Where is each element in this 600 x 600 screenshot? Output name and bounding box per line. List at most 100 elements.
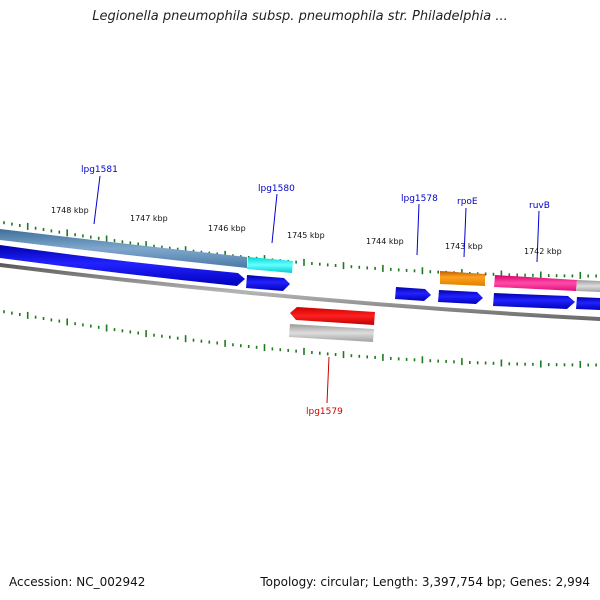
minor-tick — [153, 244, 155, 248]
minor-tick — [334, 353, 337, 356]
scale-label-1743: 1743 kbp — [445, 242, 483, 251]
major-tick — [105, 324, 108, 332]
minor-tick — [524, 362, 526, 366]
cds-lpg1579-arrow[interactable] — [290, 307, 375, 325]
scale-label-1747: 1747 kbp — [130, 214, 168, 223]
minor-tick — [508, 273, 511, 277]
minor-tick — [563, 363, 566, 367]
minor-tick — [397, 357, 400, 361]
major-tick — [500, 270, 503, 278]
minor-tick — [137, 242, 139, 246]
minor-tick — [121, 329, 124, 333]
minor-tick — [311, 351, 313, 354]
minor-tick — [216, 341, 218, 345]
minor-tick — [413, 269, 416, 273]
map-title: Legionella pneumophila subsp. pneumophil… — [92, 9, 508, 24]
minor-tick — [121, 240, 124, 244]
minor-tick — [516, 362, 518, 366]
major-tick — [540, 271, 542, 279]
leader-lpg1578 — [416, 203, 420, 256]
gene-ruvB-bar[interactable] — [494, 275, 577, 291]
gene-label-lpg1578[interactable]: lpg1578 — [401, 194, 438, 204]
scale-label-1744: 1744 kbp — [366, 237, 404, 246]
major-tick — [461, 358, 463, 366]
minor-tick — [161, 245, 163, 249]
scale-label-1748: 1748 kbp — [51, 206, 89, 215]
minor-tick — [311, 262, 313, 265]
minor-tick — [429, 270, 432, 274]
major-tick — [579, 271, 582, 279]
minor-tick — [176, 336, 179, 340]
leader-lpg1580 — [271, 193, 278, 244]
minor-tick — [484, 272, 487, 276]
gene-lpg1579-bar[interactable] — [289, 324, 374, 342]
minor-tick — [42, 228, 45, 231]
gene-label-ruvB[interactable]: ruvB — [529, 201, 550, 211]
scale-label-1745: 1745 kbp — [287, 231, 325, 240]
cds-lpg1581-arrow[interactable] — [0, 245, 245, 286]
minor-tick — [508, 362, 511, 366]
minor-tick — [58, 319, 61, 323]
major-tick — [342, 262, 345, 270]
minor-tick — [34, 226, 37, 230]
minor-tick — [19, 224, 21, 227]
minor-tick — [113, 328, 116, 332]
minor-tick — [484, 361, 487, 365]
major-tick — [579, 360, 582, 368]
gene-rpoE-bar[interactable] — [440, 271, 485, 286]
minor-tick — [42, 317, 45, 320]
cds-lpg1580-arrow[interactable] — [246, 275, 290, 291]
minor-tick — [50, 229, 53, 233]
gene-label-rpoE[interactable]: rpoE — [457, 197, 478, 207]
gene-adjacent-gray-bar — [576, 280, 600, 292]
major-tick — [382, 353, 384, 361]
minor-tick — [358, 265, 361, 269]
major-tick — [224, 250, 226, 258]
minor-tick — [390, 267, 392, 271]
minor-tick — [287, 348, 289, 352]
scale-label-1746: 1746 kbp — [208, 224, 246, 233]
minor-tick — [137, 331, 139, 335]
minor-tick — [11, 311, 13, 315]
major-tick — [145, 241, 147, 249]
cds-adjacent-arrow[interactable] — [576, 297, 600, 310]
gene-lpg1581-bar[interactable] — [0, 229, 247, 268]
minor-tick — [255, 345, 258, 349]
cds-rpoE-arrow[interactable] — [438, 290, 483, 304]
major-tick — [26, 311, 29, 319]
genome-backbone — [0, 263, 600, 321]
inner-scale-track — [3, 310, 597, 368]
minor-tick — [271, 347, 274, 351]
minor-tick — [326, 352, 329, 356]
major-tick — [342, 351, 345, 359]
minor-tick — [82, 323, 84, 327]
minor-tick — [74, 322, 76, 326]
minor-tick — [555, 363, 558, 367]
minor-tick — [97, 236, 100, 240]
gene-label-lpg1579[interactable]: lpg1579 — [306, 407, 343, 417]
gene-label-lpg1581[interactable]: lpg1581 — [81, 165, 118, 175]
minor-tick — [492, 272, 495, 276]
cds-lpg1578-arrow[interactable] — [395, 287, 431, 301]
minor-tick — [437, 270, 439, 274]
major-tick — [184, 246, 187, 254]
minor-tick — [319, 262, 321, 266]
minor-tick — [247, 345, 250, 348]
minor-tick — [169, 246, 171, 250]
minor-tick — [319, 351, 321, 355]
leader-lpg1579 — [326, 356, 330, 404]
cds-ruvB-arrow[interactable] — [493, 293, 575, 309]
minor-tick — [82, 234, 84, 238]
gene-label-lpg1580[interactable]: lpg1580 — [258, 184, 295, 194]
minor-tick — [50, 318, 53, 322]
minor-tick — [374, 266, 376, 270]
major-tick — [66, 318, 68, 326]
minor-tick — [453, 360, 455, 364]
leader-lpg1581 — [93, 175, 101, 225]
gene-lpg1580-bar[interactable] — [247, 257, 293, 273]
minor-tick — [595, 363, 597, 367]
major-tick — [500, 359, 503, 367]
minor-tick — [19, 313, 21, 316]
minor-tick — [192, 249, 195, 253]
